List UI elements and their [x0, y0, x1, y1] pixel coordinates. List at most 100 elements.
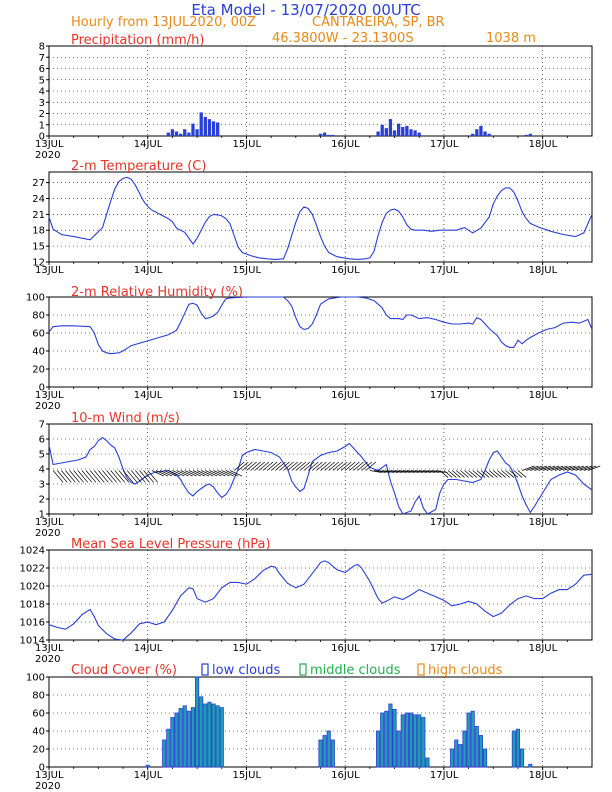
- bar-5-39: [474, 726, 479, 768]
- wind-arrow: [402, 470, 415, 473]
- y-tick-label-5-4: 80: [32, 691, 45, 702]
- wind-arrow: [201, 470, 214, 477]
- bar-0-0: [166, 132, 170, 136]
- bar-5-25: [396, 730, 401, 768]
- y-tick-label-1-1: 15: [32, 242, 45, 253]
- bar-0-17: [376, 131, 380, 136]
- y-tick-label-3-1: 2: [39, 495, 45, 506]
- y-tick-label-4-2: 1018: [20, 600, 45, 611]
- bar-5-13: [211, 703, 216, 768]
- chart-header-title: Eta Model - 13/07/2020 00UTC: [191, 1, 421, 19]
- y-tick-label-0-5: 5: [39, 75, 45, 86]
- wind-arrow: [382, 470, 395, 473]
- wind-arrow: [73, 470, 84, 483]
- wind-arrow: [209, 470, 222, 477]
- y-tick-label-5-0: 0: [39, 763, 45, 774]
- wind-arrow: [451, 470, 461, 478]
- bar-5-41: [482, 748, 488, 768]
- bar-0-24: [405, 125, 409, 136]
- wind-arrow: [217, 470, 230, 477]
- wind-arrow: [238, 461, 249, 471]
- x-tick-label-4-4: 17JUL: [430, 643, 459, 654]
- wind-arrow: [365, 461, 377, 471]
- y-tick-label-5-2: 40: [32, 727, 45, 738]
- wind-arrow: [587, 465, 601, 471]
- bar-0-19: [384, 128, 388, 136]
- y-tick-label-1-0: 12: [32, 258, 45, 269]
- wind-arrow: [567, 465, 580, 471]
- bar-5-5: [178, 708, 183, 768]
- panel-frame-3: [48, 423, 593, 515]
- wind-arrow: [56, 470, 68, 483]
- wind-arrow: [172, 470, 185, 477]
- bar-0-6: [191, 123, 195, 136]
- x-year-label-4: 2020: [35, 654, 60, 665]
- wind-arrow: [340, 461, 352, 471]
- bar-5-32: [425, 757, 430, 768]
- wind-arrow: [229, 470, 243, 477]
- y-tick-label-3-2: 3: [39, 480, 45, 491]
- panel-frame-1: [48, 171, 593, 263]
- bar-5-28: [408, 712, 414, 768]
- chart-header-hourly: Hourly from 13JUL2020, 00Z: [71, 15, 257, 30]
- chart-header-station: CANTAREIRA, SP, BR: [312, 15, 445, 30]
- bar-0-4: [183, 129, 187, 136]
- wind-arrow: [369, 470, 382, 473]
- x-year-label-0: 2020: [35, 150, 60, 161]
- bar-5-4: [174, 712, 179, 768]
- wind-arrow: [303, 461, 315, 471]
- wind-arrow: [320, 461, 331, 471]
- bar-0-2: [174, 131, 179, 136]
- bar-5-18: [326, 730, 331, 768]
- legend-label-1: middle clouds: [310, 663, 401, 678]
- bar-0-3: [178, 133, 183, 136]
- wind-arrow: [312, 461, 323, 471]
- x-tick-label-3-1: 14JUL: [134, 517, 163, 528]
- wind-arrow: [571, 465, 584, 471]
- bar-5-42: [511, 730, 516, 768]
- wind-arrow: [406, 470, 419, 473]
- bar-5-9: [195, 676, 200, 768]
- y-tick-label-1-2: 18: [32, 226, 45, 237]
- bar-5-10: [199, 696, 204, 768]
- wind-arrow: [501, 470, 510, 478]
- x-tick-label-1-3: 16JUL: [331, 265, 360, 276]
- wind-arrow: [526, 465, 539, 471]
- wind-arrow: [89, 470, 101, 483]
- bar-0-10: [207, 119, 212, 136]
- bar-0-7: [195, 129, 199, 136]
- bar-5-38: [470, 710, 475, 768]
- bar-0-28: [471, 133, 475, 136]
- wind-arrow: [307, 461, 319, 471]
- wind-arrow: [410, 470, 423, 473]
- wind-arrow: [143, 470, 154, 483]
- y-tick-label-4-1: 1016: [20, 618, 45, 629]
- y-tick-label-0-7: 7: [39, 53, 45, 64]
- bar-0-21: [392, 130, 397, 136]
- y-tick-label-0-8: 8: [39, 42, 45, 53]
- bar-0-15: [327, 134, 331, 136]
- bar-0-29: [475, 129, 479, 136]
- bar-5-1: [162, 739, 167, 768]
- wind-arrow: [233, 461, 245, 471]
- bar-5-17: [322, 735, 327, 768]
- panel-title-0: Precipitation (mm/h): [71, 33, 204, 48]
- bar-5-23: [388, 703, 393, 768]
- wind-arrow: [151, 470, 164, 477]
- bar-5-20: [376, 730, 381, 768]
- bar-5-16: [318, 739, 323, 768]
- wind-arrow: [468, 470, 478, 478]
- wind-arrow: [497, 470, 506, 478]
- x-tick-label-2-4: 17JUL: [430, 390, 459, 401]
- wind-arrow: [266, 461, 278, 471]
- x-year-label-5: 2020: [35, 781, 60, 792]
- wind-arrow: [513, 470, 523, 478]
- legend-label-2: high clouds: [428, 663, 503, 678]
- wind-arrow: [246, 461, 257, 471]
- bar-5-43: [515, 728, 520, 768]
- x-tick-label-0-5: 18JUL: [529, 139, 558, 150]
- bar-5-21: [380, 712, 385, 768]
- bar-0-33: [524, 134, 528, 136]
- bar-0-27: [417, 132, 421, 136]
